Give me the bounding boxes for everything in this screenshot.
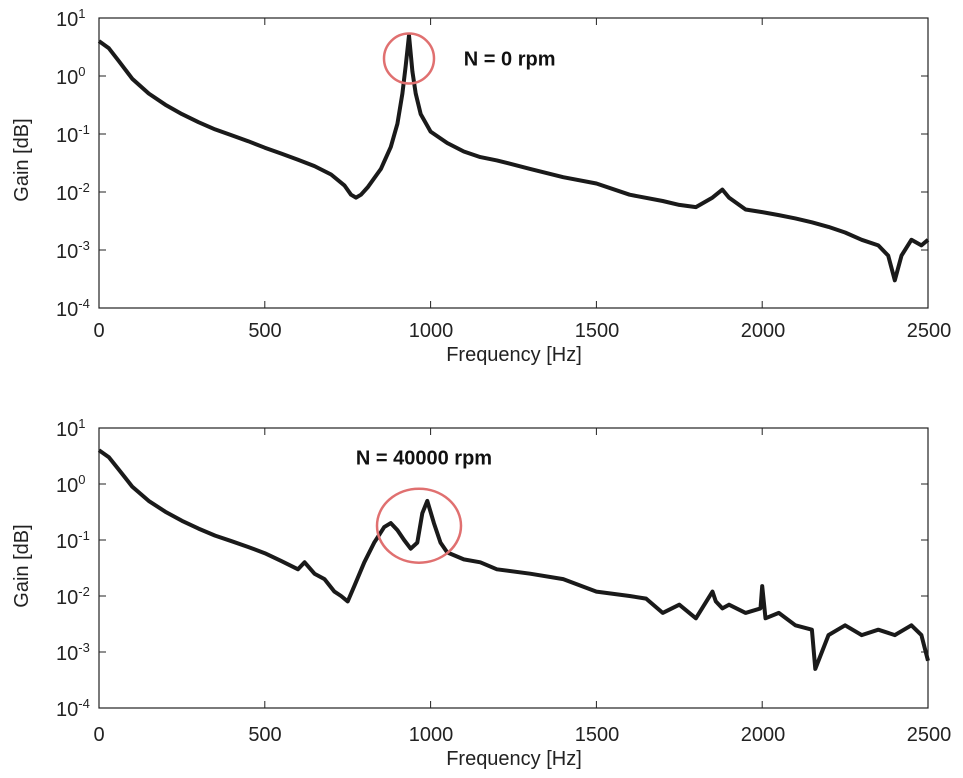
y-axis-title: Gain [dB] xyxy=(11,118,33,201)
y-tick-label: 101 xyxy=(56,416,85,441)
plot-area-frame xyxy=(98,17,929,309)
y-axis-title: Gain [dB] xyxy=(11,524,33,607)
x-tick-label: 2500 xyxy=(907,320,952,342)
x-tick-label: 500 xyxy=(248,724,281,746)
y-tick-label: 100 xyxy=(56,472,85,497)
x-tick-label: 1500 xyxy=(575,320,620,342)
x-ticks xyxy=(98,18,929,308)
rpm-annotation: N = 40000 rpm xyxy=(356,447,492,469)
y-tick-label: 100 xyxy=(56,64,85,89)
chart-top: 0 500 1000 1500 2000 2500 101 100 10-1 1… xyxy=(11,6,951,366)
x-tick-label: 2000 xyxy=(741,724,786,746)
y-tick-label: 10-2 xyxy=(56,180,90,205)
y-tick-label: 10-1 xyxy=(56,528,90,553)
y-tick-label: 10-1 xyxy=(56,122,90,147)
y-tick-label: 10-3 xyxy=(56,238,90,263)
y-tick-label: 10-4 xyxy=(56,296,90,321)
x-tick-label: 1500 xyxy=(575,724,620,746)
y-tick-label: 10-2 xyxy=(56,584,90,609)
x-ticks xyxy=(98,428,929,708)
x-tick-label: 1000 xyxy=(409,320,454,342)
x-tick-label: 0 xyxy=(93,320,104,342)
rpm-annotation: N = 0 rpm xyxy=(464,49,556,71)
resonance-highlight-circle xyxy=(382,32,436,85)
y-tick-label: 101 xyxy=(56,6,85,31)
x-tick-label: 0 xyxy=(93,724,104,746)
resonance-highlight-circle xyxy=(375,487,463,564)
y-ticks xyxy=(99,427,928,709)
series-line xyxy=(97,33,930,283)
x-tick-label: 2500 xyxy=(907,724,952,746)
y-ticks xyxy=(99,17,928,309)
x-axis-title: Frequency [Hz] xyxy=(446,748,582,770)
x-tick-label: 1000 xyxy=(409,724,454,746)
y-tick-label: 10-4 xyxy=(56,696,90,721)
x-tick-label: 2000 xyxy=(741,320,786,342)
chart-bottom: 0 500 1000 1500 2000 2500 101 100 10-1 1… xyxy=(11,416,951,770)
plot-area-frame xyxy=(98,427,929,709)
y-tick-label: 10-3 xyxy=(56,640,90,665)
x-tick-label: 500 xyxy=(248,320,281,342)
x-axis-title: Frequency [Hz] xyxy=(446,344,582,366)
series-line xyxy=(97,448,930,671)
